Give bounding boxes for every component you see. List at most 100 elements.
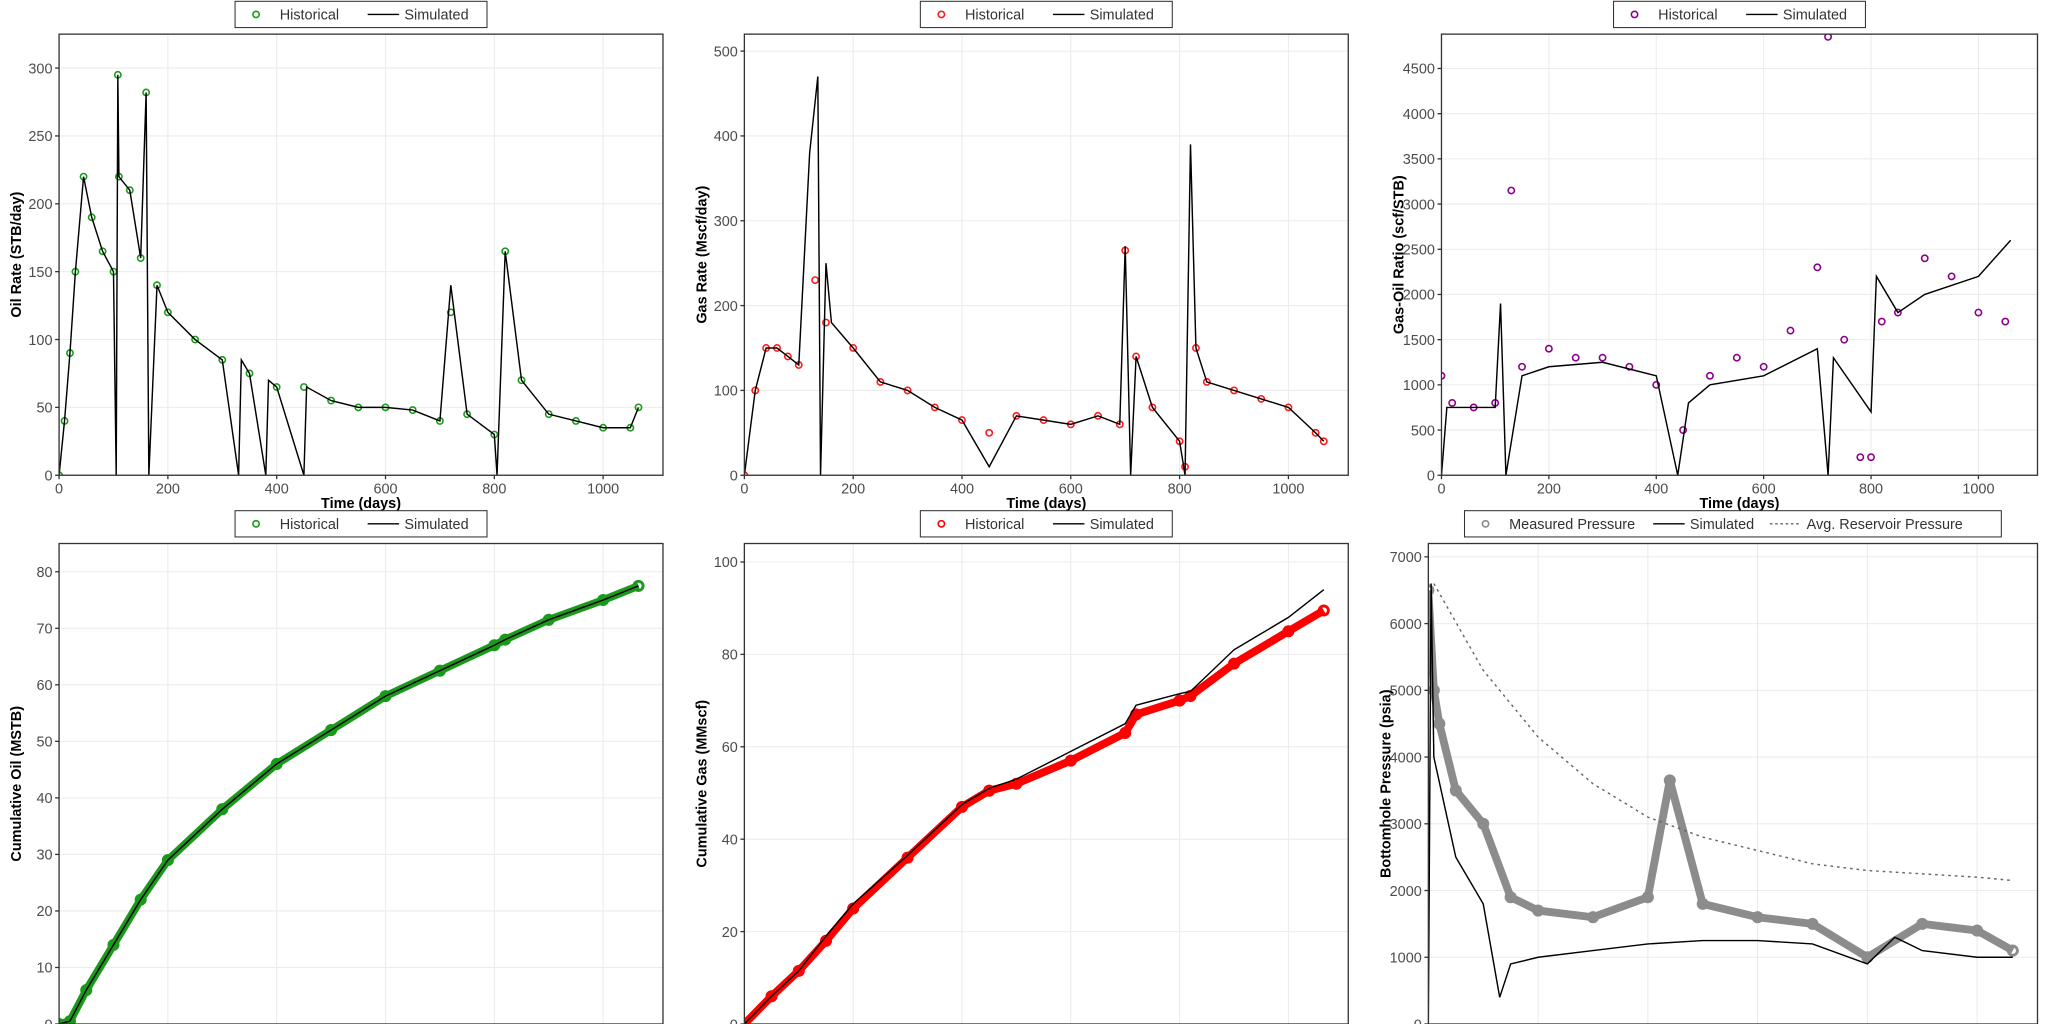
x-tick-label: 200: [156, 482, 180, 498]
data-point: [98, 247, 107, 256]
data-point: [1148, 403, 1157, 412]
data-point: [811, 276, 820, 285]
plot-area: [59, 543, 663, 1024]
series-group: [59, 70, 643, 476]
legend-box: [234, 0, 488, 29]
series-line: [744, 76, 1325, 476]
y-tick-label: 4500: [1403, 62, 1435, 78]
legend-key-point: [937, 519, 946, 528]
plot-area: [59, 34, 663, 476]
plot-border: [58, 542, 664, 1024]
x-tick-label: 400: [265, 482, 289, 498]
y-tick-label: 100: [714, 384, 738, 400]
x-axis-label: Time (days): [1699, 496, 1779, 512]
y-axis-label: Cumulative Gas (MMscf): [694, 700, 710, 868]
y-tick-label: 200: [28, 197, 52, 213]
y-tick-label: 0: [1427, 468, 1435, 484]
data-point: [958, 416, 966, 425]
legend-box: [234, 510, 488, 538]
x-tick-label: 0: [55, 482, 63, 498]
series-line: [744, 589, 1325, 1024]
y-tick-label: 2000: [1390, 884, 1422, 900]
legend-label: Historical: [965, 8, 1024, 24]
y-tick-label: 20: [722, 925, 738, 941]
data-point: [327, 396, 336, 405]
legend: Historical Simulated: [234, 0, 488, 29]
y-tick-label: 60: [722, 740, 738, 756]
y-tick-label: 3000: [1403, 197, 1435, 213]
data-point: [191, 335, 200, 344]
series-historical: [1441, 34, 2010, 462]
legend-label: Historical: [280, 517, 339, 533]
data-point: [1652, 380, 1661, 389]
y-tick-label: 7000: [1390, 550, 1422, 566]
data-point: [1544, 344, 1553, 353]
y-tick-label: 4000: [1390, 750, 1422, 766]
y-axis-label: Bottomhole Pressure (psia): [1378, 689, 1394, 878]
y-tick-label: 6000: [1390, 617, 1422, 633]
legend-label: Simulated: [404, 517, 468, 533]
series-group: [744, 76, 1328, 476]
y-tick-label: 300: [28, 61, 52, 77]
data-point: [272, 383, 281, 391]
series-line: [1428, 583, 2013, 1024]
legend-label: Simulated: [1090, 517, 1154, 533]
series-group: [59, 579, 645, 1024]
y-tick-label: 70: [36, 622, 52, 638]
series-simulated: [59, 585, 639, 1024]
data-point: [1518, 362, 1526, 371]
legend-label: Avg. Reservoir Pressure: [1807, 517, 1963, 533]
series-simulated: [1428, 583, 2013, 1024]
y-tick-label: 80: [36, 565, 52, 581]
data-point: [783, 352, 792, 361]
series-line: [1441, 239, 2012, 476]
legend: Historical Simulated: [919, 510, 1173, 538]
series-group: [744, 589, 1330, 1024]
y-tick-label: 3500: [1403, 152, 1435, 168]
y-tick-label: 50: [36, 401, 52, 417]
data-point: [1786, 326, 1795, 335]
data-point: [1877, 317, 1886, 326]
legend-key-point: [1481, 519, 1490, 528]
y-tick-label: 250: [28, 129, 52, 145]
x-tick-label: 200: [1537, 482, 1561, 498]
data-point: [1428, 584, 1435, 597]
data-point: [1867, 453, 1875, 462]
legend-label: Historical: [1658, 8, 1717, 24]
data-point: [1202, 377, 1211, 386]
data-point: [2001, 317, 2010, 326]
y-tick-label: 80: [722, 648, 738, 664]
y-tick-label: 2000: [1403, 288, 1435, 304]
y-axis-label: Gas-Oil Ratio (scf/STB): [1391, 175, 1407, 334]
data-point: [634, 403, 643, 412]
series-line: [1433, 583, 2013, 882]
x-tick-label: 600: [373, 482, 397, 498]
plot-border: [743, 33, 1349, 476]
x-tick-label: 200: [841, 482, 865, 498]
legend-box: [1463, 510, 2002, 538]
data-point: [163, 308, 172, 317]
y-tick-label: 4000: [1403, 107, 1435, 123]
x-tick-label: 1000: [1962, 482, 1994, 498]
data-point: [1974, 308, 1983, 317]
legend-key-point: [937, 10, 946, 19]
plot-area: [1441, 34, 2038, 476]
legend-key-point: [1630, 10, 1639, 19]
y-tick-label: 1000: [1403, 378, 1435, 394]
plot-border: [58, 33, 664, 476]
legend-label: Simulated: [404, 8, 468, 24]
x-tick-label: 0: [1437, 482, 1445, 498]
y-tick-label: 1000: [1390, 951, 1422, 967]
data-point: [930, 403, 939, 412]
x-tick-label: 0: [740, 482, 748, 498]
legend-label: Simulated: [1690, 517, 1754, 533]
plot-border: [1427, 542, 2039, 1024]
x-tick-label: 800: [1168, 482, 1192, 498]
y-tick-label: 0: [44, 1017, 52, 1024]
legend-label: Historical: [965, 517, 1024, 533]
series-simulated: [744, 76, 1325, 476]
data-point: [1759, 362, 1768, 371]
x-tick-label: 600: [1059, 482, 1083, 498]
y-tick-label: 2500: [1403, 243, 1435, 259]
data-point: [1571, 353, 1580, 362]
